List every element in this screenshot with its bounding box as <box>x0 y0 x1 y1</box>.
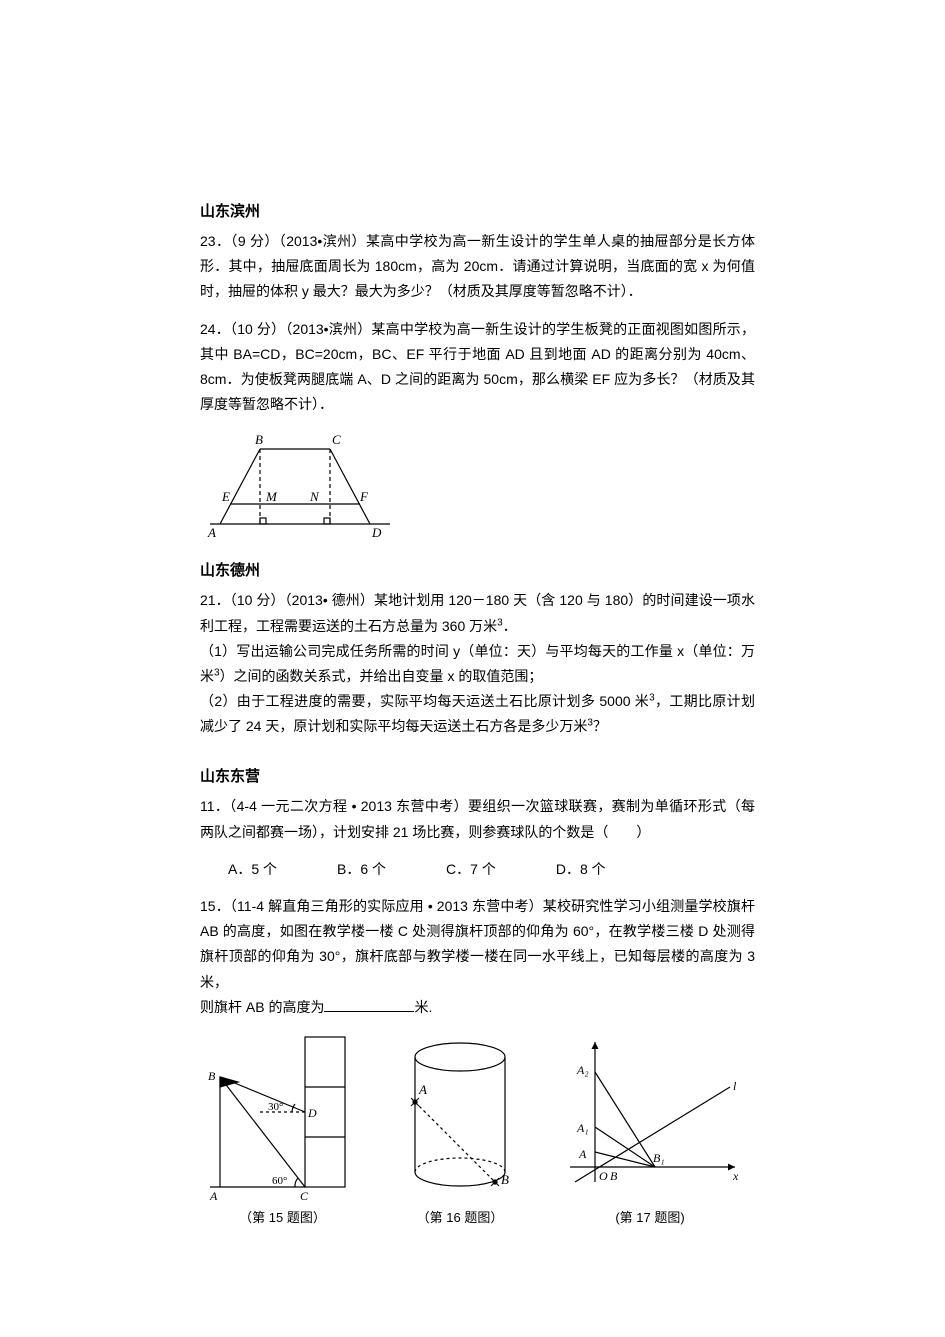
label-B: B <box>610 1169 618 1183</box>
label-B: B <box>501 1172 509 1187</box>
label-A: A <box>418 1082 427 1097</box>
label-D: D <box>371 525 382 539</box>
label-A: A <box>207 525 216 539</box>
p21-part1-tail: ）之间的函数关系式，并给出自变量 x 的取值范围； <box>220 668 543 684</box>
label-B: B <box>255 432 263 447</box>
caption-16: （第 16 题图） <box>395 1206 525 1229</box>
label-O: O <box>599 1169 608 1183</box>
p21-part2: （2）由于工程进度的需要，实际平均每天运送土石比原计划多 5000 米 <box>200 693 649 709</box>
section-title-binzhou: 山东滨州 <box>200 198 755 225</box>
p21-lead-tail: ． <box>503 618 517 634</box>
option-d: D．8 个 <box>556 857 606 882</box>
label-l: l <box>733 1079 737 1093</box>
option-a: A．5 个 <box>228 857 277 882</box>
label-x: x <box>732 1169 739 1183</box>
problem-11-options: A．5 个 B．6 个 C．7 个 D．8 个 <box>200 857 755 882</box>
caption-17: (第 17 题图) <box>555 1206 745 1229</box>
label-A2: A₂ <box>576 1063 589 1077</box>
problem-24: 24．（10 分）（2013•滨州）某高中学校为高一新生设计的学生板凳的正面视图… <box>200 317 755 418</box>
label-A: A <box>578 1147 587 1161</box>
label-D: D <box>307 1106 317 1120</box>
section-title-dezhou: 山东德州 <box>200 557 755 584</box>
p21-lead: 21．（10 分）（2013• 德州）某地计划用 120－180 天（含 120… <box>200 592 755 633</box>
label-B1: B₁ <box>653 1151 665 1165</box>
label-60: 60° <box>272 1175 287 1187</box>
problem-15: 15．（11-4 解直角三角形的实际应用 • 2013 东营中考）某校研究性学习… <box>200 894 755 1020</box>
label-B: B <box>208 1069 216 1083</box>
problem-23: 23．（9 分）（2013•滨州）某高中学校为高一新生设计的学生单人桌的抽屉部分… <box>200 229 755 305</box>
label-M: M <box>265 489 278 504</box>
label-C: C <box>332 432 341 447</box>
p15-b-post: 米. <box>414 999 432 1015</box>
option-b: B．6 个 <box>337 857 386 882</box>
p21-part2-tail: ？ <box>593 718 607 734</box>
figure-24: B C E F M N A D <box>200 429 400 539</box>
section-title-dongying: 山东东营 <box>200 763 755 790</box>
label-C: C <box>300 1189 309 1202</box>
problem-11: 11．（4-4 一元二次方程 • 2013 东营中考）要组织一次篮球联赛，赛制为… <box>200 794 755 844</box>
figure-row: A B C D 60° 30° （第 15 题图） <box>200 1032 755 1229</box>
label-A1: A₁ <box>576 1121 589 1135</box>
p15-b-pre: 则旗杆 AB 的高度为 <box>200 999 324 1015</box>
figure-17: O A A₁ A₂ B B₁ l x <box>555 1032 745 1202</box>
figure-16: A B <box>395 1032 525 1202</box>
label-N: N <box>309 489 320 504</box>
blank-answer <box>324 997 414 1012</box>
problem-21: 21．（10 分）（2013• 德州）某地计划用 120－180 天（含 120… <box>200 588 755 739</box>
label-E: E <box>221 489 230 504</box>
caption-15: （第 15 题图） <box>200 1206 365 1229</box>
figure-15: A B C D 60° 30° <box>200 1032 365 1202</box>
label-30: 30° <box>268 1101 283 1113</box>
label-A: A <box>209 1189 218 1202</box>
p15-a: 15．（11-4 解直角三角形的实际应用 • 2013 东营中考）某校研究性学习… <box>200 898 755 990</box>
label-F: F <box>359 489 369 504</box>
option-c: C．7 个 <box>446 857 496 882</box>
